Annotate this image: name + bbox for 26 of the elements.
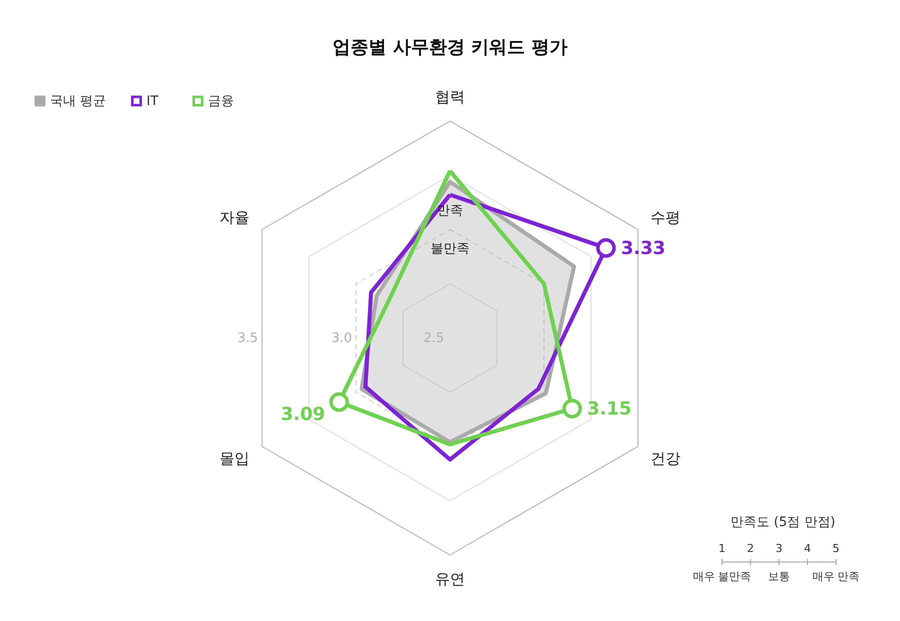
spoke-label: 몰입	[219, 450, 250, 468]
legend-label: IT	[146, 94, 158, 109]
spoke-label: 건강	[650, 450, 681, 468]
data-label: 3.09	[280, 404, 326, 426]
legend-label: 금융	[208, 94, 234, 109]
text: 1	[718, 542, 726, 555]
data-label: 3.15	[587, 398, 632, 420]
spoke-label: 유연	[435, 570, 465, 588]
spoke-label: 수평	[650, 208, 681, 226]
text: 매우 만족	[812, 570, 860, 583]
text: 5	[832, 542, 840, 555]
text: 불만족	[430, 242, 470, 256]
y-tick-label: 3.0	[331, 331, 352, 346]
data-label: 3.33	[620, 238, 666, 259]
text: 매우 불만족	[692, 570, 752, 583]
spoke-label: 자율	[219, 208, 250, 226]
chart-title: 업종별 사무환경 키워드 평가	[332, 37, 568, 58]
legend-label: 국내 평균	[50, 94, 106, 109]
spoke-label: 협력	[435, 88, 465, 106]
text: 만족	[437, 204, 463, 218]
text: 2	[747, 542, 754, 555]
text: 보통	[768, 570, 790, 583]
text: 3	[776, 542, 782, 555]
text: 만족도 (5점 만점)	[730, 515, 836, 530]
y-tick-label: 3.5	[237, 331, 258, 346]
text: 4	[804, 542, 811, 555]
